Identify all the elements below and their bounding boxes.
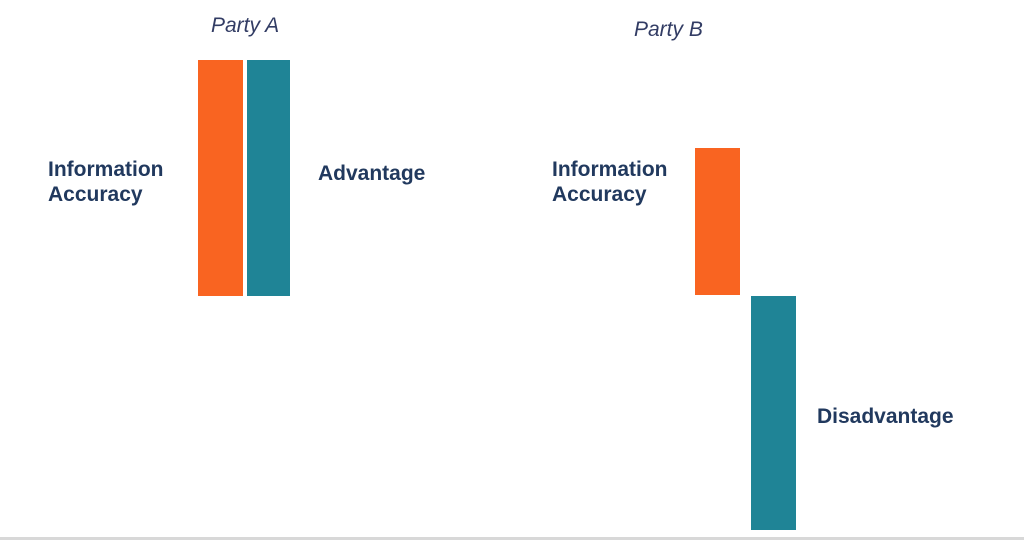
party-a-information-accuracy-label: Information Accuracy bbox=[48, 158, 164, 206]
party-b-title: Party B bbox=[634, 18, 703, 41]
bottom-divider bbox=[0, 537, 1024, 540]
party-b-information-accuracy-bar bbox=[695, 148, 740, 295]
party-b-information-accuracy-label: Information Accuracy bbox=[552, 158, 668, 206]
party-a-information-accuracy-bar bbox=[198, 60, 243, 296]
party-a-advantage-bar bbox=[247, 60, 290, 296]
party-a-advantage-label: Advantage bbox=[318, 162, 426, 185]
party-b-disadvantage-label: Disadvantage bbox=[817, 405, 954, 428]
party-b-disadvantage-bar bbox=[751, 296, 796, 530]
party-a-title: Party A bbox=[211, 14, 280, 37]
